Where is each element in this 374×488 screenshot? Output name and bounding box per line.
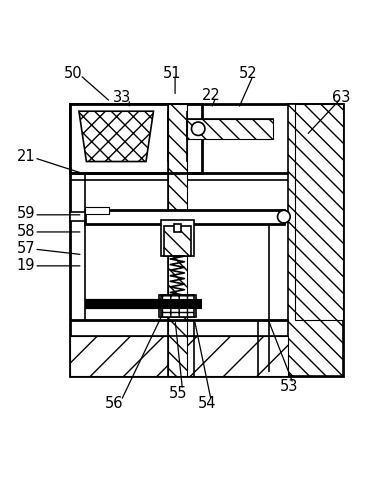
Text: 53: 53 <box>280 379 299 393</box>
Text: 21: 21 <box>17 149 36 164</box>
Bar <box>159 296 196 317</box>
Bar <box>70 104 343 376</box>
Text: 33: 33 <box>113 90 131 104</box>
Bar <box>85 210 284 224</box>
Text: 63: 63 <box>332 90 351 104</box>
Text: 19: 19 <box>17 257 35 272</box>
Bar <box>70 104 202 174</box>
Bar <box>70 213 85 222</box>
Text: 56: 56 <box>105 396 123 410</box>
Bar <box>187 120 273 140</box>
Bar <box>164 226 191 257</box>
Bar <box>85 300 201 308</box>
Bar <box>161 296 194 317</box>
Text: 55: 55 <box>168 385 187 400</box>
Bar <box>168 104 187 376</box>
Text: 50: 50 <box>64 66 83 81</box>
Bar <box>168 104 187 376</box>
Bar <box>295 104 343 320</box>
Circle shape <box>278 211 290 224</box>
Text: 51: 51 <box>163 66 181 81</box>
Text: 52: 52 <box>239 66 258 81</box>
Polygon shape <box>79 112 153 162</box>
Text: 57: 57 <box>17 240 36 255</box>
Text: 58: 58 <box>17 223 35 238</box>
Bar <box>85 207 109 214</box>
Bar <box>187 120 273 140</box>
Circle shape <box>191 123 205 136</box>
Text: 22: 22 <box>202 88 221 103</box>
Bar <box>174 224 181 232</box>
Bar <box>85 300 162 308</box>
Text: 54: 54 <box>198 396 217 410</box>
Text: 59: 59 <box>17 206 35 221</box>
Bar <box>161 221 194 257</box>
Bar <box>288 104 343 376</box>
Bar <box>70 336 288 376</box>
